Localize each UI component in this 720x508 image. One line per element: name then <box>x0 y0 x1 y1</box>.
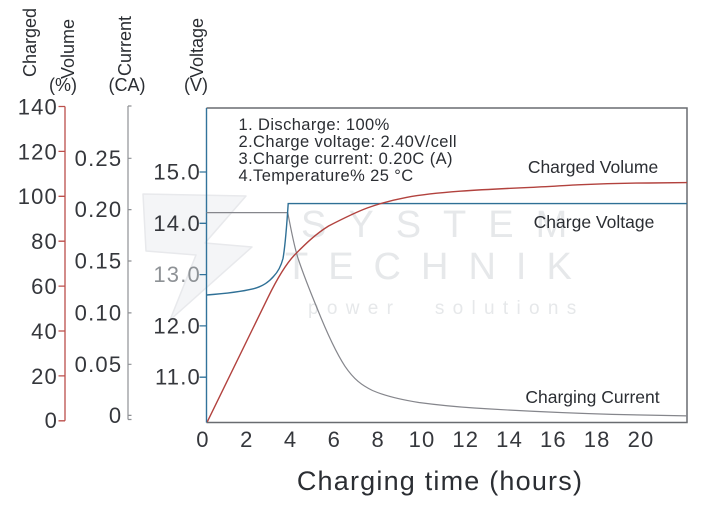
svg-text:13.0: 13.0 <box>153 262 201 287</box>
svg-text:SYSTEM: SYSTEM <box>301 204 589 246</box>
svg-text:0: 0 <box>196 427 209 452</box>
svg-text:power solutions: power solutions <box>308 298 585 319</box>
svg-text:0.25: 0.25 <box>75 146 123 171</box>
svg-text:Charged: Charged <box>20 8 40 77</box>
svg-text:4.Temperature% 25 °C: 4.Temperature% 25 °C <box>239 167 414 185</box>
svg-text:60: 60 <box>31 274 58 299</box>
svg-text:1. Discharge: 100%: 1. Discharge: 100% <box>239 116 390 134</box>
svg-text:12.0: 12.0 <box>153 313 201 338</box>
svg-text:120: 120 <box>18 139 58 164</box>
svg-text:4: 4 <box>284 427 297 452</box>
svg-text:14.0: 14.0 <box>153 211 201 236</box>
svg-text:Charging time (hours): Charging time (hours) <box>297 466 583 496</box>
svg-text:80: 80 <box>31 229 58 254</box>
svg-text:11.0: 11.0 <box>155 365 201 390</box>
svg-text:(%): (%) <box>49 75 77 95</box>
svg-text:Charged Volume: Charged Volume <box>528 157 658 177</box>
svg-text:14: 14 <box>496 427 523 452</box>
svg-text:Current: Current <box>115 16 135 76</box>
svg-text:TECHNIK: TECHNIK <box>285 246 592 288</box>
svg-text:Charging Current: Charging Current <box>525 387 659 407</box>
svg-text:2: 2 <box>240 427 253 452</box>
svg-text:20: 20 <box>31 364 58 389</box>
svg-text:40: 40 <box>31 319 58 344</box>
svg-text:16: 16 <box>540 427 567 452</box>
svg-text:140: 140 <box>18 94 58 119</box>
svg-text:(CA): (CA) <box>109 75 146 95</box>
svg-text:Voltage: Voltage <box>187 18 207 78</box>
svg-text:0: 0 <box>45 408 58 433</box>
svg-text:15.0: 15.0 <box>153 160 201 185</box>
svg-text:8: 8 <box>371 427 384 452</box>
svg-text:Charge Voltage: Charge Voltage <box>534 212 655 232</box>
svg-text:0: 0 <box>109 403 122 428</box>
svg-text:2.Charge voltage: 2.40V/cell: 2.Charge voltage: 2.40V/cell <box>239 133 458 151</box>
svg-text:0.05: 0.05 <box>75 352 123 377</box>
svg-text:3.Charge current: 0.20C (A): 3.Charge current: 0.20C (A) <box>239 150 453 168</box>
svg-text:0.10: 0.10 <box>75 300 123 325</box>
svg-text:(V): (V) <box>184 75 208 95</box>
svg-text:12: 12 <box>452 427 479 452</box>
svg-text:Volume: Volume <box>58 19 78 79</box>
svg-text:10: 10 <box>409 427 436 452</box>
svg-text:6: 6 <box>328 427 341 452</box>
svg-text:100: 100 <box>18 184 58 209</box>
svg-text:20: 20 <box>628 427 655 452</box>
svg-text:0.15: 0.15 <box>75 249 123 274</box>
svg-text:18: 18 <box>584 427 611 452</box>
svg-text:0.20: 0.20 <box>75 197 123 222</box>
